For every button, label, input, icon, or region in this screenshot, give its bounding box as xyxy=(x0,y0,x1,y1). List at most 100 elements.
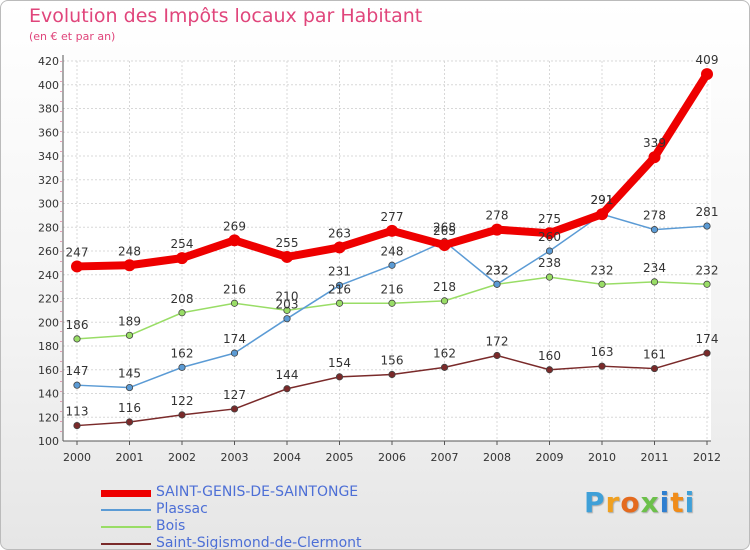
series-point-3 xyxy=(598,362,606,370)
data-label: 147 xyxy=(66,364,89,378)
logo-letter: P xyxy=(584,486,606,519)
legend-swatch xyxy=(101,509,151,511)
x-tick-label: 2003 xyxy=(221,451,249,464)
x-tick-label: 2012 xyxy=(693,451,721,464)
y-tick-label: 160 xyxy=(38,364,59,377)
data-label: 248 xyxy=(118,244,141,258)
x-tick-label: 2010 xyxy=(588,451,616,464)
legend-swatch xyxy=(101,489,151,497)
data-label: 234 xyxy=(643,261,666,275)
data-label: 145 xyxy=(118,367,141,381)
data-label: 254 xyxy=(171,237,194,251)
data-label: 216 xyxy=(328,282,351,296)
data-label: 232 xyxy=(486,263,509,277)
legend-swatch xyxy=(101,543,151,545)
series-point-0 xyxy=(333,241,346,254)
series-point-3 xyxy=(703,349,711,357)
legend-label: Saint-Sigismond-de-Clermont xyxy=(156,535,362,550)
y-tick-label: 420 xyxy=(38,55,59,68)
logo-letter: r xyxy=(605,486,621,519)
logo-letter: x xyxy=(640,486,660,519)
x-tick-label: 2008 xyxy=(483,451,511,464)
data-label: 216 xyxy=(223,282,246,296)
y-tick-label: 360 xyxy=(38,126,59,139)
data-label: 116 xyxy=(118,401,141,415)
series-point-1 xyxy=(703,222,711,230)
series-point-3 xyxy=(545,366,554,374)
data-label: 174 xyxy=(223,332,246,346)
data-label: 248 xyxy=(381,244,404,258)
y-tick-label: 200 xyxy=(38,316,59,329)
series-point-2 xyxy=(440,297,449,305)
data-label: 263 xyxy=(328,226,351,240)
series-point-1 xyxy=(493,280,501,288)
chart-title: Evolution des Impôts locaux par Habitant xyxy=(29,5,423,27)
chart-subtitle: (en € et par an) xyxy=(29,30,116,43)
axes: 100 120 140 160 180 200 220 240 260 280 300 320 340 3… xyxy=(38,55,721,464)
y-tick-label: 320 xyxy=(38,174,59,187)
y-tick-label: 260 xyxy=(38,245,59,258)
series-point-1 xyxy=(230,349,239,357)
data-label: 186 xyxy=(66,318,89,332)
x-tick-label: 2007 xyxy=(431,451,459,464)
series-point-2 xyxy=(230,299,239,307)
logo-letter: o xyxy=(620,486,641,519)
logo-letter: t xyxy=(670,486,685,519)
proxiti-logo: Proxiti xyxy=(584,486,695,519)
data-label: 238 xyxy=(538,256,561,270)
y-tick-label: 240 xyxy=(38,269,59,282)
data-label: 208 xyxy=(171,292,194,306)
series-point-2 xyxy=(650,278,659,286)
series-point-1 xyxy=(73,381,81,389)
data-label: 162 xyxy=(171,346,194,360)
legend-swatch xyxy=(101,526,151,528)
y-tick-label: 180 xyxy=(38,340,59,353)
data-label: 144 xyxy=(276,368,299,382)
y-tick-label: 280 xyxy=(38,221,59,234)
data-label: 113 xyxy=(66,405,89,419)
data-label: 231 xyxy=(328,264,351,278)
series-point-0 xyxy=(71,260,83,273)
grid xyxy=(63,60,711,442)
y-tick-label: 120 xyxy=(38,411,59,424)
x-tick-label: 2005 xyxy=(326,451,354,464)
series-point-2 xyxy=(283,306,291,314)
series-point-3 xyxy=(230,405,239,413)
y-tick-label: 220 xyxy=(38,293,59,306)
data-label: 260 xyxy=(538,230,561,244)
series-point-1 xyxy=(125,383,134,392)
x-tick-label: 2001 xyxy=(116,451,144,464)
data-labels: 247 248 254 269 255 263 277 265 278 275 291 339 409 1… xyxy=(66,53,719,419)
series-point-1 xyxy=(388,261,396,269)
series xyxy=(71,68,713,430)
data-label: 281 xyxy=(696,205,719,219)
series-point-3 xyxy=(388,370,396,379)
data-label: 127 xyxy=(223,388,246,402)
data-label: 172 xyxy=(486,335,509,349)
data-label: 156 xyxy=(381,354,404,368)
series-point-2 xyxy=(73,335,81,343)
x-tick-label: 2000 xyxy=(63,451,91,464)
data-label: 278 xyxy=(643,209,666,223)
data-label: 255 xyxy=(276,236,299,250)
series-point-0 xyxy=(701,68,713,81)
x-tick-label: 2004 xyxy=(273,451,301,464)
data-label: 174 xyxy=(696,332,719,346)
x-tick-label: 2006 xyxy=(378,451,406,464)
series-point-0 xyxy=(543,227,556,240)
series-point-0 xyxy=(176,252,188,265)
series-point-1 xyxy=(335,281,344,290)
series-point-3 xyxy=(125,418,134,426)
x-tick-label: 2009 xyxy=(536,451,564,464)
series-point-0 xyxy=(491,223,503,236)
data-label: 291 xyxy=(591,193,614,207)
data-label: 161 xyxy=(643,348,666,362)
series-point-2 xyxy=(703,280,711,288)
series-point-3 xyxy=(493,351,501,360)
series-point-2 xyxy=(598,280,606,288)
y-tick-label: 380 xyxy=(38,103,59,116)
data-label: 216 xyxy=(381,282,404,296)
series-point-3 xyxy=(283,385,291,393)
